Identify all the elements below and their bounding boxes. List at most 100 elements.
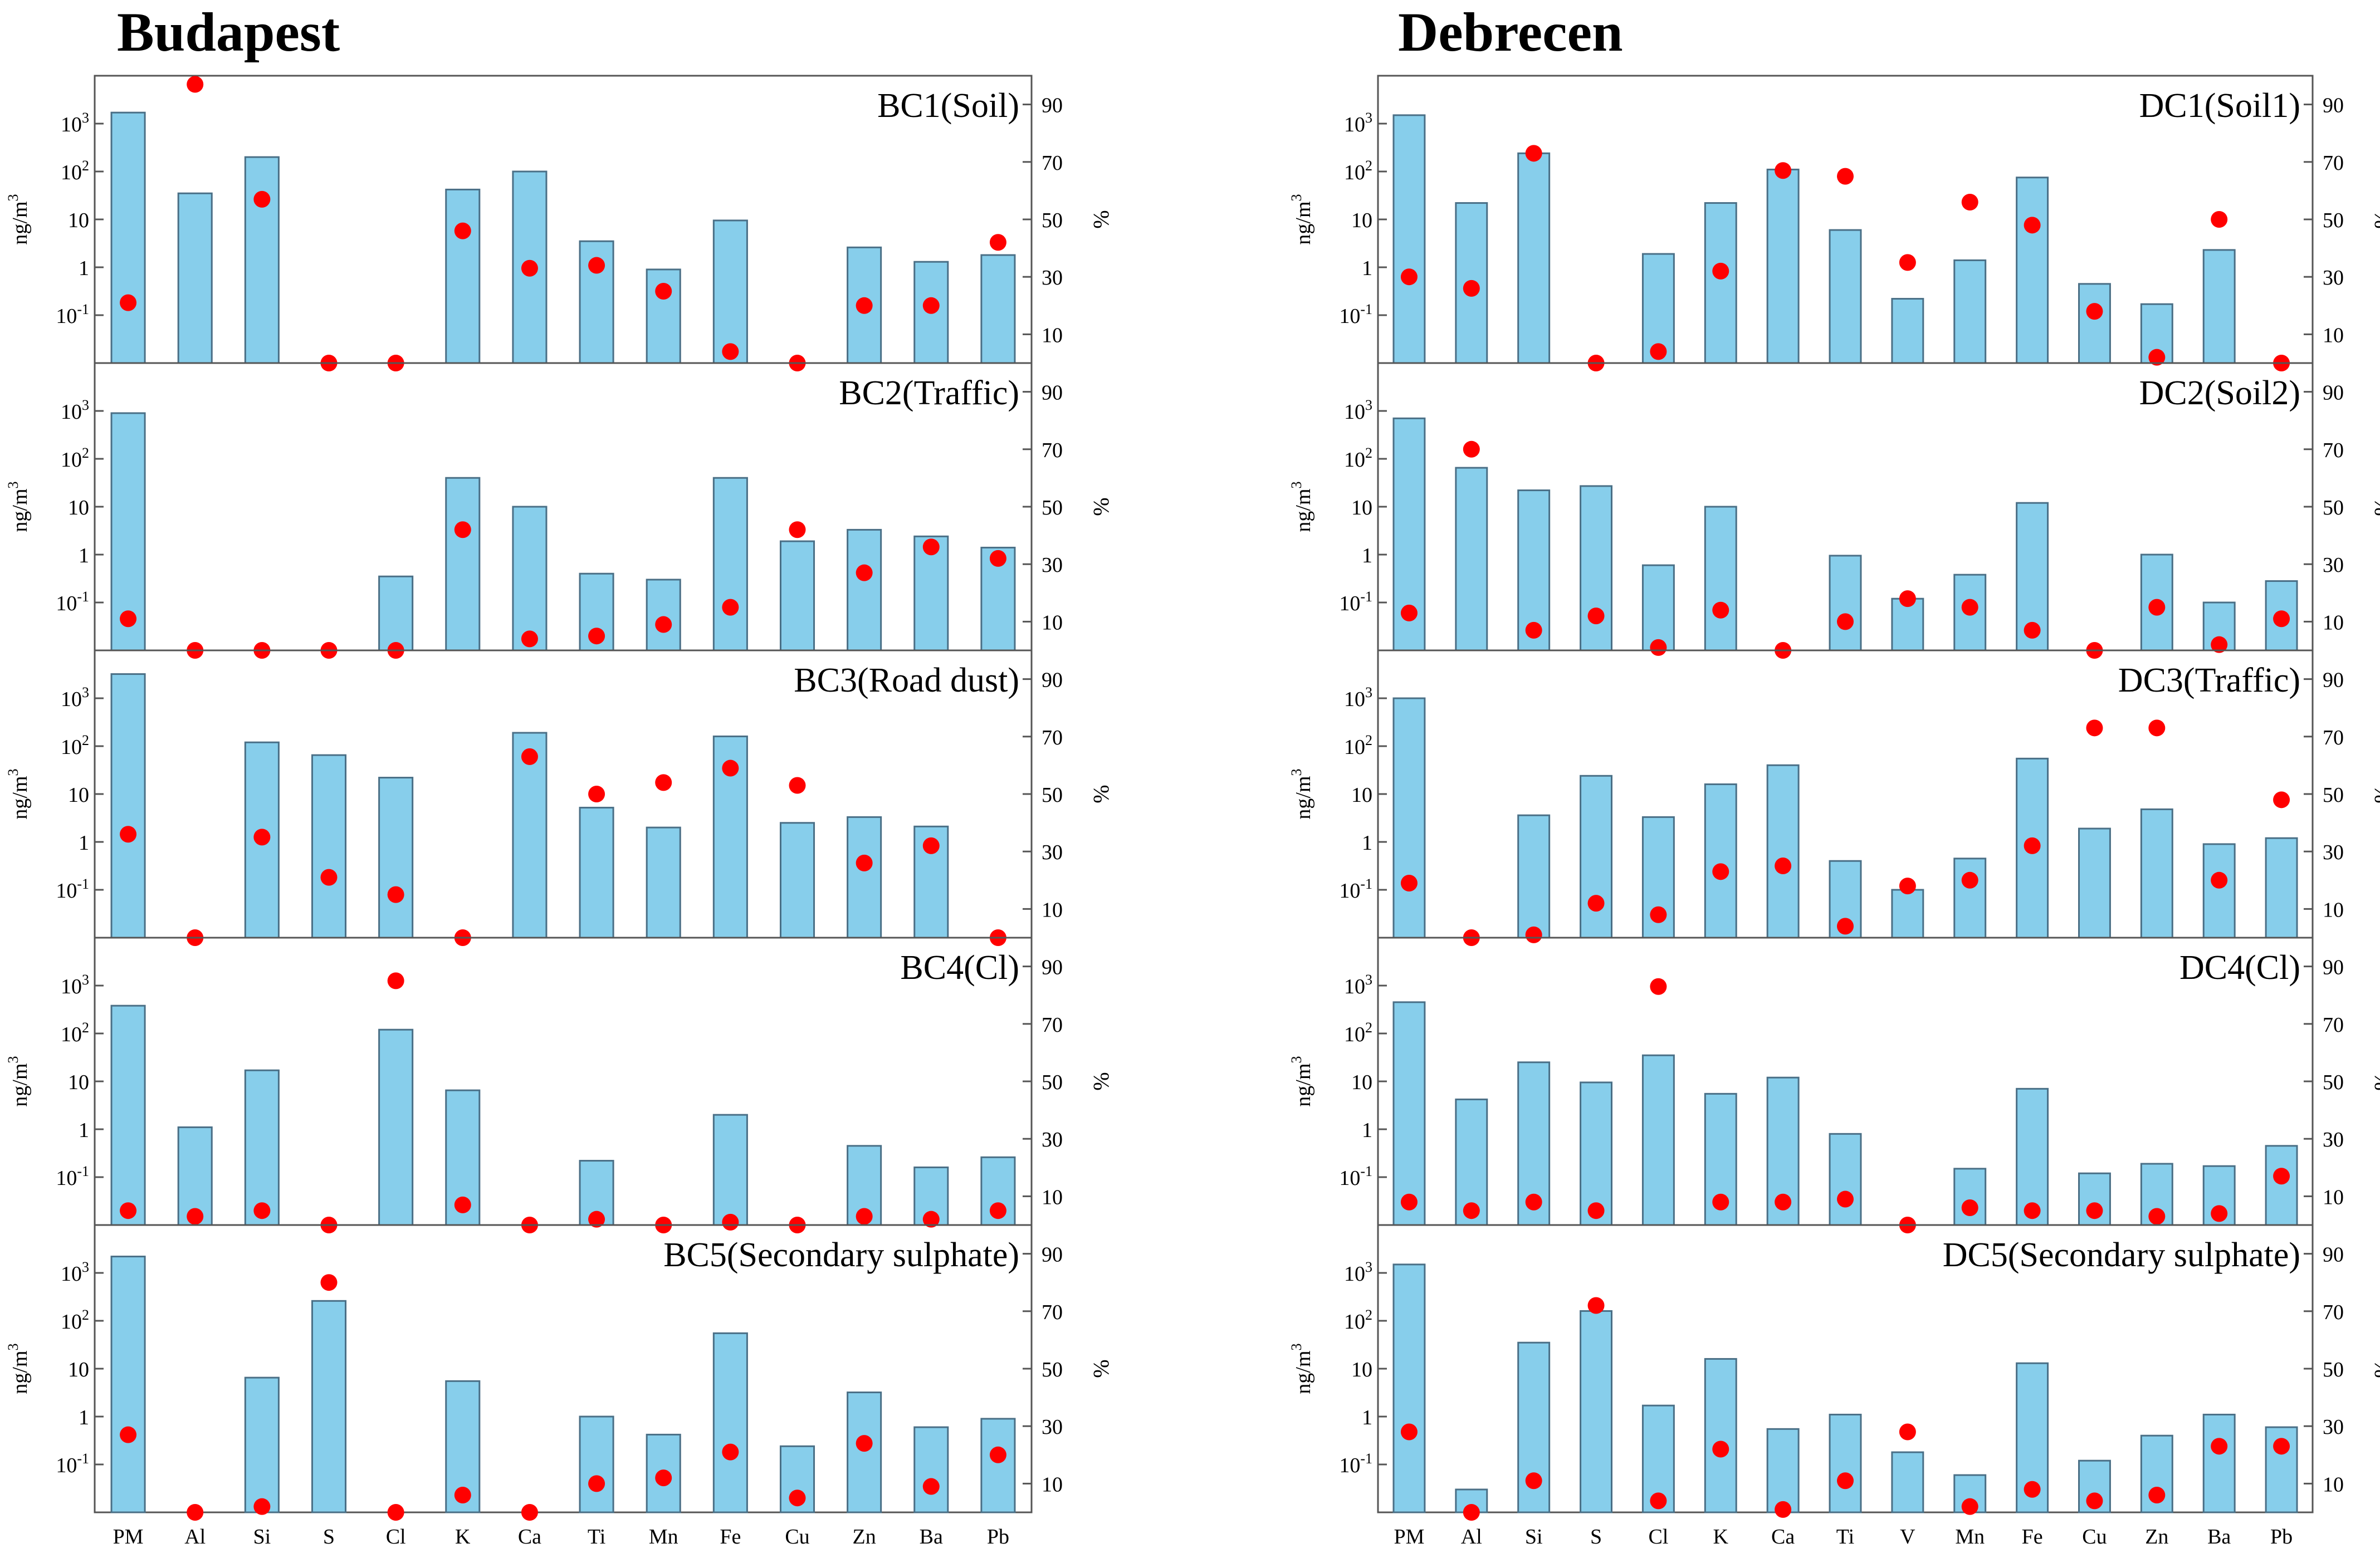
bar-s (1580, 1081, 1612, 1226)
dot-zn (2148, 719, 2166, 737)
dot-ba (2211, 871, 2228, 889)
y-axis-label: ng/m3 (1288, 1056, 1315, 1106)
dot-fe (2024, 217, 2041, 234)
dot-k (1712, 1193, 1729, 1211)
y2-axis-label: % (1089, 210, 1114, 228)
left-tick-label: 102 (61, 445, 89, 472)
right-tick-label: 50 (1042, 783, 1063, 807)
category-label: PM (1394, 1525, 1424, 1549)
right-tick-label: 70 (2323, 726, 2344, 749)
bar-cu (779, 822, 815, 939)
panel-dc5-secondary-sulphate-: 10-1 1 10 102 103 10 30 50 70 90 ng/m3% DC5(Seconda… (1288, 1224, 2380, 1549)
bar-ti (1829, 555, 1862, 651)
right-tick-label: 50 (2323, 496, 2344, 520)
dot-v (1899, 878, 1916, 895)
left-tick-label: 10-1 (1339, 1163, 1372, 1190)
right-tick-label: 50 (1042, 1071, 1063, 1094)
dot-ca (521, 1504, 538, 1521)
category-label: Cu (2082, 1525, 2107, 1549)
dot-pb (2273, 610, 2290, 628)
bar-zn (2140, 1163, 2173, 1226)
category-label: Ti (1836, 1525, 1854, 1549)
bar-ba (2202, 1413, 2236, 1513)
left-tick-label: 103 (1344, 397, 1372, 424)
right-tick-label: 10 (2323, 1185, 2344, 1209)
dot-fe (2024, 1481, 2041, 1498)
right-tick-label: 30 (1042, 1415, 1063, 1439)
panel-bc1-soil-: 10-1 1 10 102 103 10 30 50 70 90 ng/m3% BC1(Soil) (5, 75, 1114, 371)
left-tick-label: 10 (68, 209, 89, 232)
category-label: S (1590, 1525, 1602, 1549)
bar-ti (579, 572, 614, 651)
bar-k (445, 188, 481, 364)
dot-cl (387, 1504, 404, 1521)
right-tick-label: 10 (2323, 1473, 2344, 1496)
left-tick-label: 103 (61, 972, 89, 998)
right-tick-label: 90 (2323, 956, 2344, 979)
dot-cl (1650, 1492, 1667, 1510)
bar-k (1704, 202, 1737, 364)
bar-pm (110, 111, 146, 364)
dot-pm (120, 1202, 137, 1219)
left-tick-label: 103 (61, 1259, 89, 1286)
dot-pb (989, 1202, 1006, 1219)
left-tick-label: 10 (68, 1358, 89, 1381)
dot-ba (922, 1211, 940, 1228)
dot-v (1899, 254, 1916, 271)
right-tick-label: 30 (1042, 1128, 1063, 1152)
category-label: Zn (853, 1525, 876, 1549)
bar-v (1891, 889, 1924, 939)
dot-zn (2148, 1208, 2166, 1225)
left-tick-label: 10-1 (56, 1163, 89, 1190)
right-tick-label: 10 (1042, 1185, 1063, 1209)
y2-axis-label: % (1089, 497, 1114, 516)
dot-k (454, 1196, 471, 1213)
bar-cl (378, 575, 414, 651)
left-tick-label: 102 (1344, 1020, 1372, 1046)
bar-ca (512, 732, 548, 939)
dot-si (1525, 926, 1542, 943)
y-axis-label: ng/m3 (1288, 194, 1315, 244)
bar-pb (2265, 837, 2298, 939)
right-tick-label: 30 (2323, 841, 2344, 864)
dot-cl (1650, 906, 1667, 923)
bar-ti (579, 806, 614, 939)
dot-si (253, 190, 271, 208)
category-label: Si (1525, 1525, 1543, 1549)
dot-cl (1650, 978, 1667, 995)
dot-zn (856, 854, 873, 871)
y2-axis-label: % (2370, 210, 2380, 228)
left-tick-label: 102 (1344, 1307, 1372, 1334)
bar-k (1704, 1358, 1737, 1513)
right-tick-label: 30 (2323, 553, 2344, 577)
panel-dc2-soil2-: 10-1 1 10 102 103 10 30 50 70 90 ng/m3% DC2(Soil2) (1288, 362, 2380, 659)
right-tick-label: 90 (2323, 94, 2344, 117)
category-label: Si (253, 1525, 271, 1549)
dot-pm (1400, 268, 1418, 286)
left-tick-label: 102 (1344, 732, 1372, 759)
left-tick-label: 10-1 (56, 1451, 89, 1477)
dot-mn (1961, 1199, 1978, 1217)
bar-si (244, 1376, 280, 1513)
dot-pm (1400, 1423, 1418, 1441)
left-tick-label: 10-1 (1339, 589, 1372, 615)
bar-mn (1953, 858, 1987, 939)
panel-frame (94, 937, 1033, 1226)
y-axis-label: ng/m3 (5, 1343, 32, 1394)
bar-zn (847, 528, 882, 651)
category-label: K (1713, 1525, 1729, 1549)
dot-si (1525, 145, 1542, 162)
dot-pm (120, 294, 137, 311)
bar-pm (110, 1005, 146, 1226)
dot-pm (120, 610, 137, 628)
right-tick-label: 30 (1042, 266, 1063, 290)
panel-dc3-traffic-: 10-1 1 10 102 103 10 30 50 70 90 ng/m3% DC3(Traffic… (1288, 649, 2380, 946)
bar-pm (1392, 697, 1426, 939)
bar-pm (110, 673, 146, 939)
right-tick-label: 90 (2323, 669, 2344, 692)
right-tick-label: 50 (1042, 1358, 1063, 1381)
left-tick-label: 10-1 (56, 876, 89, 903)
right-tick-label: 10 (2323, 898, 2344, 922)
panel-title: BC1(Soil) (877, 87, 1019, 125)
dot-mn (1961, 1498, 1978, 1515)
